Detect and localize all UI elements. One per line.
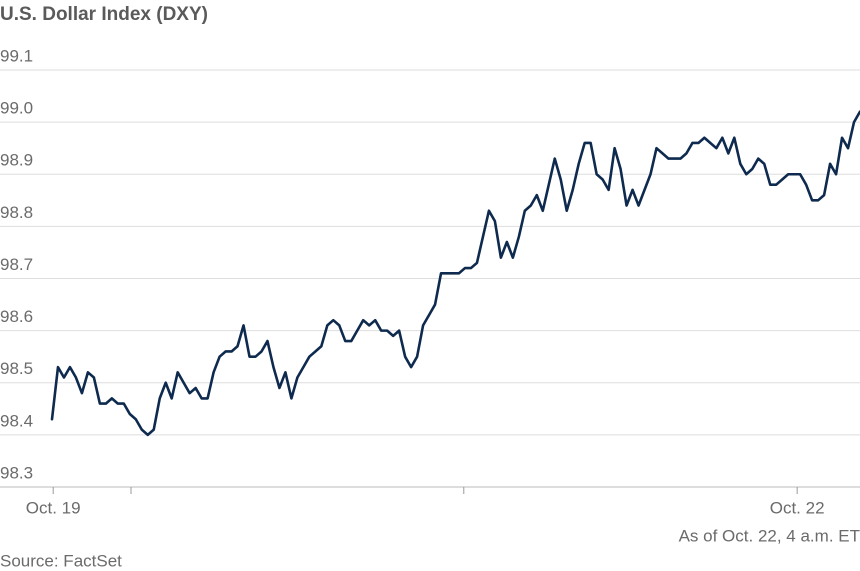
y-tick-label: 99.1 (0, 46, 33, 65)
data-line (50, 110, 860, 437)
y-tick-label: 98.7 (0, 255, 33, 274)
y-tick-label: 98.3 (0, 463, 33, 482)
source: Source: FactSet (0, 551, 122, 570)
y-tick-label: 98.8 (0, 203, 33, 222)
x-tick-label: Oct. 22 (770, 498, 825, 517)
y-tick-label: 99.0 (0, 99, 33, 118)
y-tick-label: 98.9 (0, 151, 33, 170)
y-tick-label: 98.6 (0, 307, 33, 326)
y-tick-label: 98.5 (0, 359, 33, 378)
y-tick-label: 98.4 (0, 411, 33, 430)
x-tick-label: Oct. 19 (26, 498, 81, 517)
chart-title: U.S. Dollar Index (DXY) (0, 4, 208, 25)
annotation: As of Oct. 22, 4 a.m. ET (679, 526, 860, 545)
